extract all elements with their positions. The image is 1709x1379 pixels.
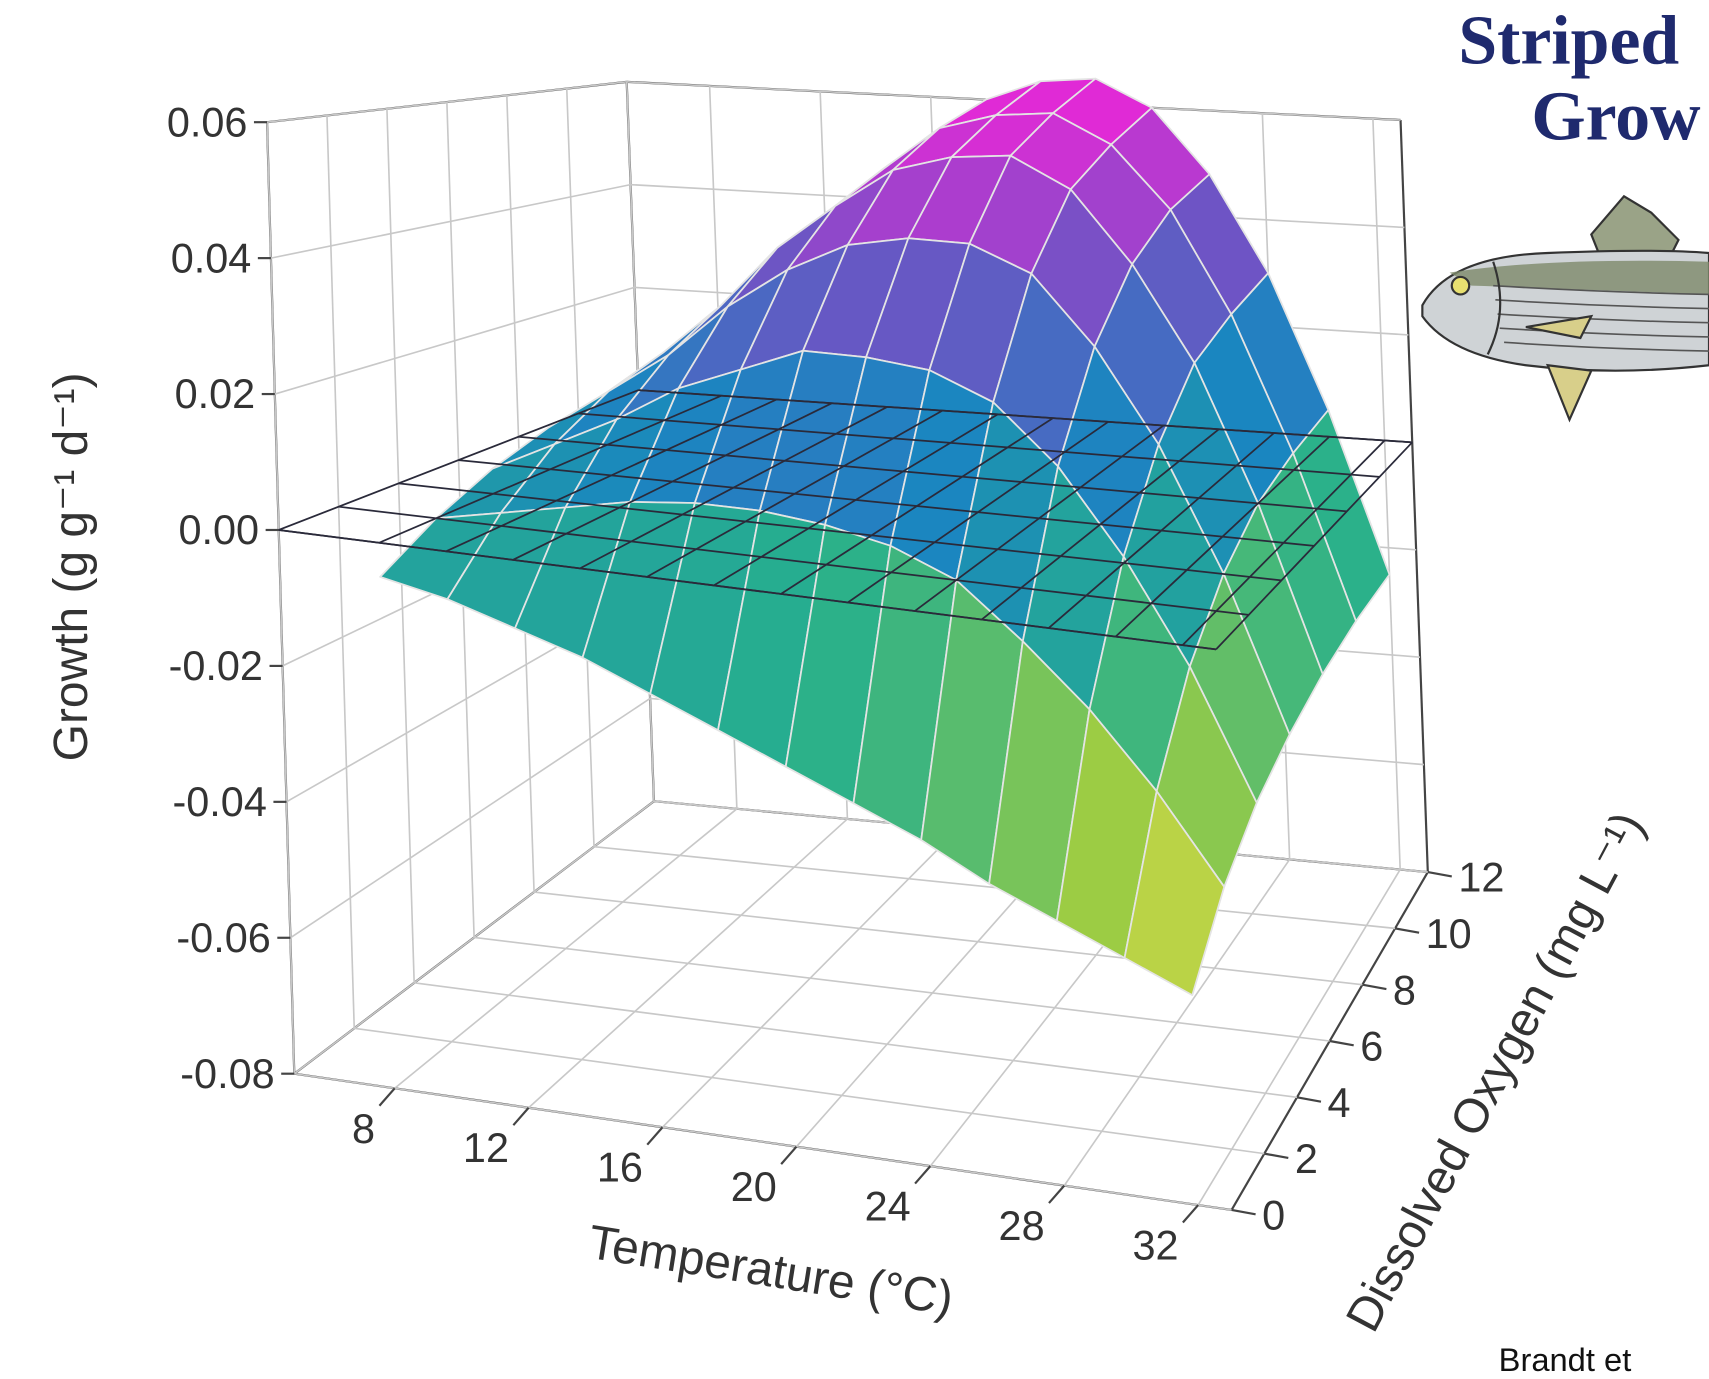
y-tick-label: 2 [1295, 1136, 1318, 1182]
y-tick-mark [1362, 985, 1386, 989]
chart-title: Grow [1531, 79, 1700, 156]
axis-edge [1401, 120, 1428, 872]
x-tick-mark [513, 1108, 528, 1125]
source-note: Brandt et [1499, 1341, 1632, 1378]
z-tick-label: -0.04 [172, 779, 266, 825]
y-tick-label: 8 [1393, 967, 1416, 1013]
z-tick-label: -0.08 [180, 1051, 274, 1097]
y-tick-label: 0 [1262, 1193, 1285, 1239]
chart: 0.06 0.04 0.02 0.00 -0.02 -0.04 -0.06 -0.08 8 12 1… [0, 0, 1709, 1379]
x-tick-label: 8 [352, 1106, 375, 1152]
x-tick-mark [647, 1127, 662, 1144]
y-tick-label: 6 [1360, 1024, 1383, 1070]
x-tick-label: 28 [999, 1203, 1045, 1249]
x-tick-mark [781, 1147, 796, 1164]
x-tick-mark [1049, 1186, 1064, 1203]
grid-line [327, 115, 354, 1028]
x-tick-mark [379, 1088, 394, 1105]
z-tick-label: -0.06 [176, 915, 270, 961]
y-tick-mark [1232, 1210, 1256, 1214]
grid-line [1373, 119, 1400, 870]
z-tick-label: 0.02 [175, 371, 256, 417]
grid-line [267, 122, 294, 1074]
x-tick-label: 16 [597, 1145, 643, 1191]
y-tick-mark [1428, 872, 1452, 876]
x-tick-label: 20 [731, 1164, 777, 1210]
x-axis-title: Temperature (°C) [585, 1216, 957, 1326]
x-tick-label: 12 [463, 1125, 509, 1171]
y-tick-label: 12 [1458, 855, 1504, 901]
grid-line [534, 892, 1362, 985]
x-tick-label: 24 [865, 1184, 911, 1230]
y-tick-mark [1395, 928, 1419, 932]
chart-title: Striped [1458, 2, 1679, 79]
z-axis-title: Growth (g g⁻¹ d⁻¹) [45, 372, 98, 761]
y-tick-mark [1297, 1097, 1321, 1101]
fish-illustration [1422, 196, 1709, 419]
z-tick-label: 0.00 [178, 507, 259, 553]
fish-eye [1452, 277, 1469, 294]
z-tick-label: 0.04 [171, 235, 252, 281]
fish-fin [1548, 365, 1592, 419]
x-tick-label: 32 [1132, 1223, 1178, 1269]
x-tick-mark [915, 1166, 930, 1183]
y-tick-label: 10 [1426, 911, 1472, 957]
y-tick-label: 4 [1328, 1080, 1351, 1126]
z-tick-label: -0.02 [169, 643, 263, 689]
z-tick-label: 0.06 [167, 99, 248, 145]
y-tick-mark [1330, 1041, 1354, 1045]
x-tick-mark [1183, 1205, 1198, 1222]
y-tick-mark [1264, 1154, 1288, 1158]
